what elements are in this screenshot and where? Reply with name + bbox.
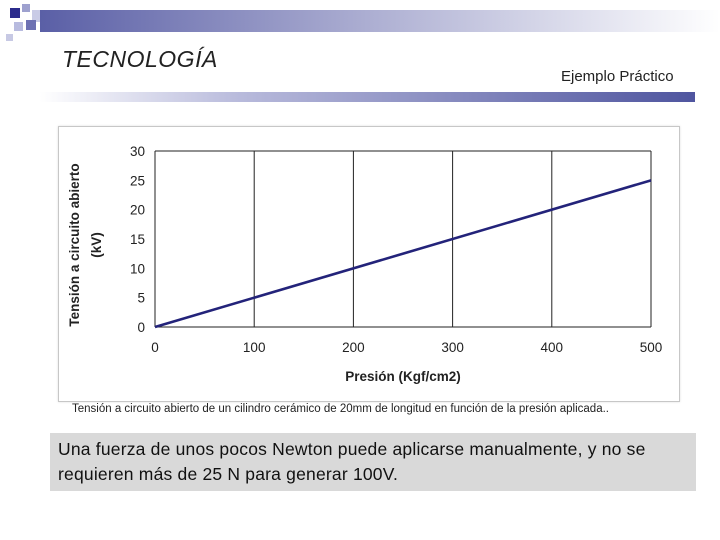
chart-frame: 0 5 10 15 20 25 30 0 100 200 300 400 500 Presión (K… xyxy=(58,126,680,402)
header-divider xyxy=(40,92,695,102)
note-box: Una fuerza de unos pocos Newton puede ap… xyxy=(50,433,696,491)
y-tick-label: 5 xyxy=(137,291,145,306)
y-tick-labels: 0 5 10 15 20 25 30 xyxy=(130,144,145,335)
slide-title: TECNOLOGÍA xyxy=(62,46,218,72)
slide-subtitle: Ejemplo Práctico xyxy=(561,68,674,85)
header-gradient-bar xyxy=(40,10,720,32)
x-tick-label: 500 xyxy=(640,340,663,355)
series-line xyxy=(154,179,652,329)
x-tick-label: 400 xyxy=(541,340,564,355)
y-tick-label: 30 xyxy=(130,144,145,159)
figure-caption: Tensión a circuito abierto de un cilindr… xyxy=(72,403,609,415)
x-tick-label: 200 xyxy=(342,340,365,355)
x-tick-label: 0 xyxy=(151,340,159,355)
y-tick-label: 10 xyxy=(130,261,145,276)
line-chart: 0 5 10 15 20 25 30 0 100 200 300 400 500 Presión (K… xyxy=(67,144,662,384)
x-tick-labels: 0 100 200 300 400 500 xyxy=(151,340,662,355)
axes xyxy=(154,150,651,328)
y-tick-label: 25 xyxy=(130,173,145,188)
series xyxy=(154,179,652,329)
x-axis-label: Presión (Kgf/cm2) xyxy=(345,369,461,384)
y-tick-label: 0 xyxy=(137,320,145,335)
y-tick-label: 20 xyxy=(130,203,145,218)
y-axis-label-line1: Tensión a circuito abierto xyxy=(67,163,82,326)
y-axis-label-line2: (kV) xyxy=(89,232,104,258)
x-tick-label: 100 xyxy=(243,340,266,355)
y-tick-label: 15 xyxy=(130,232,145,247)
x-tick-label: 300 xyxy=(441,340,464,355)
